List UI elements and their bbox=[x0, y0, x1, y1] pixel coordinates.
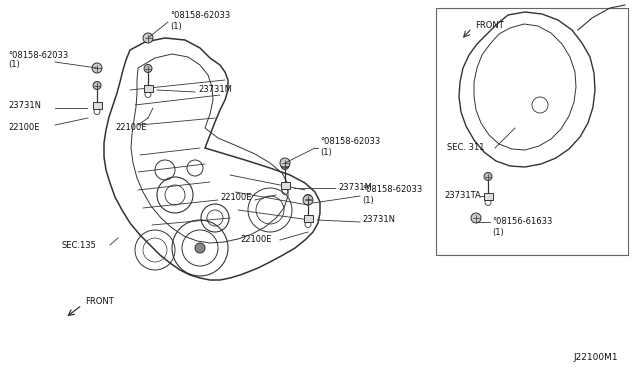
Text: °08158-62033: °08158-62033 bbox=[8, 51, 68, 60]
Text: 23731TA: 23731TA bbox=[444, 192, 481, 201]
Text: (1): (1) bbox=[492, 228, 504, 237]
Circle shape bbox=[280, 158, 290, 168]
Bar bbox=[436, 8, 628, 255]
Text: 22100E: 22100E bbox=[8, 124, 40, 132]
Text: (1): (1) bbox=[170, 22, 182, 32]
Text: 22100E: 22100E bbox=[115, 124, 147, 132]
Circle shape bbox=[92, 63, 102, 73]
Bar bbox=[143, 84, 152, 92]
Text: 23731M: 23731M bbox=[338, 183, 372, 192]
Circle shape bbox=[484, 173, 492, 180]
Text: 22100E: 22100E bbox=[240, 235, 271, 244]
Text: FRONT: FRONT bbox=[85, 298, 114, 307]
Circle shape bbox=[93, 81, 101, 90]
Bar bbox=[280, 182, 289, 189]
Text: °08158-62033: °08158-62033 bbox=[362, 186, 422, 195]
Circle shape bbox=[143, 33, 153, 43]
Text: °08158-62033: °08158-62033 bbox=[320, 138, 380, 147]
Text: 23731N: 23731N bbox=[8, 100, 41, 109]
Text: °08158-62033: °08158-62033 bbox=[170, 12, 230, 20]
Circle shape bbox=[195, 243, 205, 253]
Text: SEC.135: SEC.135 bbox=[62, 241, 97, 250]
Circle shape bbox=[304, 195, 312, 202]
Text: SEC. 311: SEC. 311 bbox=[447, 144, 484, 153]
Circle shape bbox=[281, 161, 289, 170]
Circle shape bbox=[144, 64, 152, 73]
Text: 23731N: 23731N bbox=[362, 215, 395, 224]
Bar bbox=[303, 215, 312, 221]
Circle shape bbox=[303, 195, 313, 205]
Text: (1): (1) bbox=[8, 61, 20, 70]
Text: (1): (1) bbox=[320, 148, 332, 157]
Circle shape bbox=[471, 213, 481, 223]
Text: FRONT: FRONT bbox=[475, 20, 504, 29]
Text: 23731M: 23731M bbox=[198, 86, 232, 94]
Text: °08156-61633: °08156-61633 bbox=[492, 218, 552, 227]
Text: (1): (1) bbox=[362, 196, 374, 205]
Bar bbox=[93, 102, 102, 109]
Bar bbox=[483, 192, 493, 199]
Text: J22100M1: J22100M1 bbox=[573, 353, 618, 362]
Text: 22100E: 22100E bbox=[220, 193, 252, 202]
